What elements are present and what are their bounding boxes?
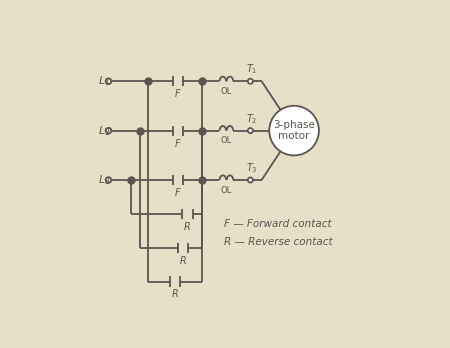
Text: F: F xyxy=(175,89,180,99)
Text: F: F xyxy=(175,139,180,149)
Text: $T_1$: $T_1$ xyxy=(246,63,257,77)
Text: $T_3$: $T_3$ xyxy=(246,161,257,175)
Text: R: R xyxy=(171,290,178,299)
Text: R: R xyxy=(184,222,191,232)
Text: $L_1$: $L_1$ xyxy=(98,74,110,88)
Circle shape xyxy=(248,128,253,133)
Text: OL: OL xyxy=(221,185,232,195)
Circle shape xyxy=(248,177,253,182)
Text: 3-phase
motor: 3-phase motor xyxy=(273,120,315,141)
Text: F: F xyxy=(175,188,180,198)
Text: $L_2$: $L_2$ xyxy=(98,124,110,137)
Circle shape xyxy=(269,106,319,156)
Text: OL: OL xyxy=(221,136,232,145)
Text: $L_3$: $L_3$ xyxy=(98,173,110,187)
Text: F — Forward contact
R — Reverse contact: F — Forward contact R — Reverse contact xyxy=(224,220,332,247)
Text: R: R xyxy=(180,255,187,266)
Circle shape xyxy=(248,79,253,84)
Text: OL: OL xyxy=(221,87,232,96)
Text: $T_2$: $T_2$ xyxy=(246,112,257,126)
